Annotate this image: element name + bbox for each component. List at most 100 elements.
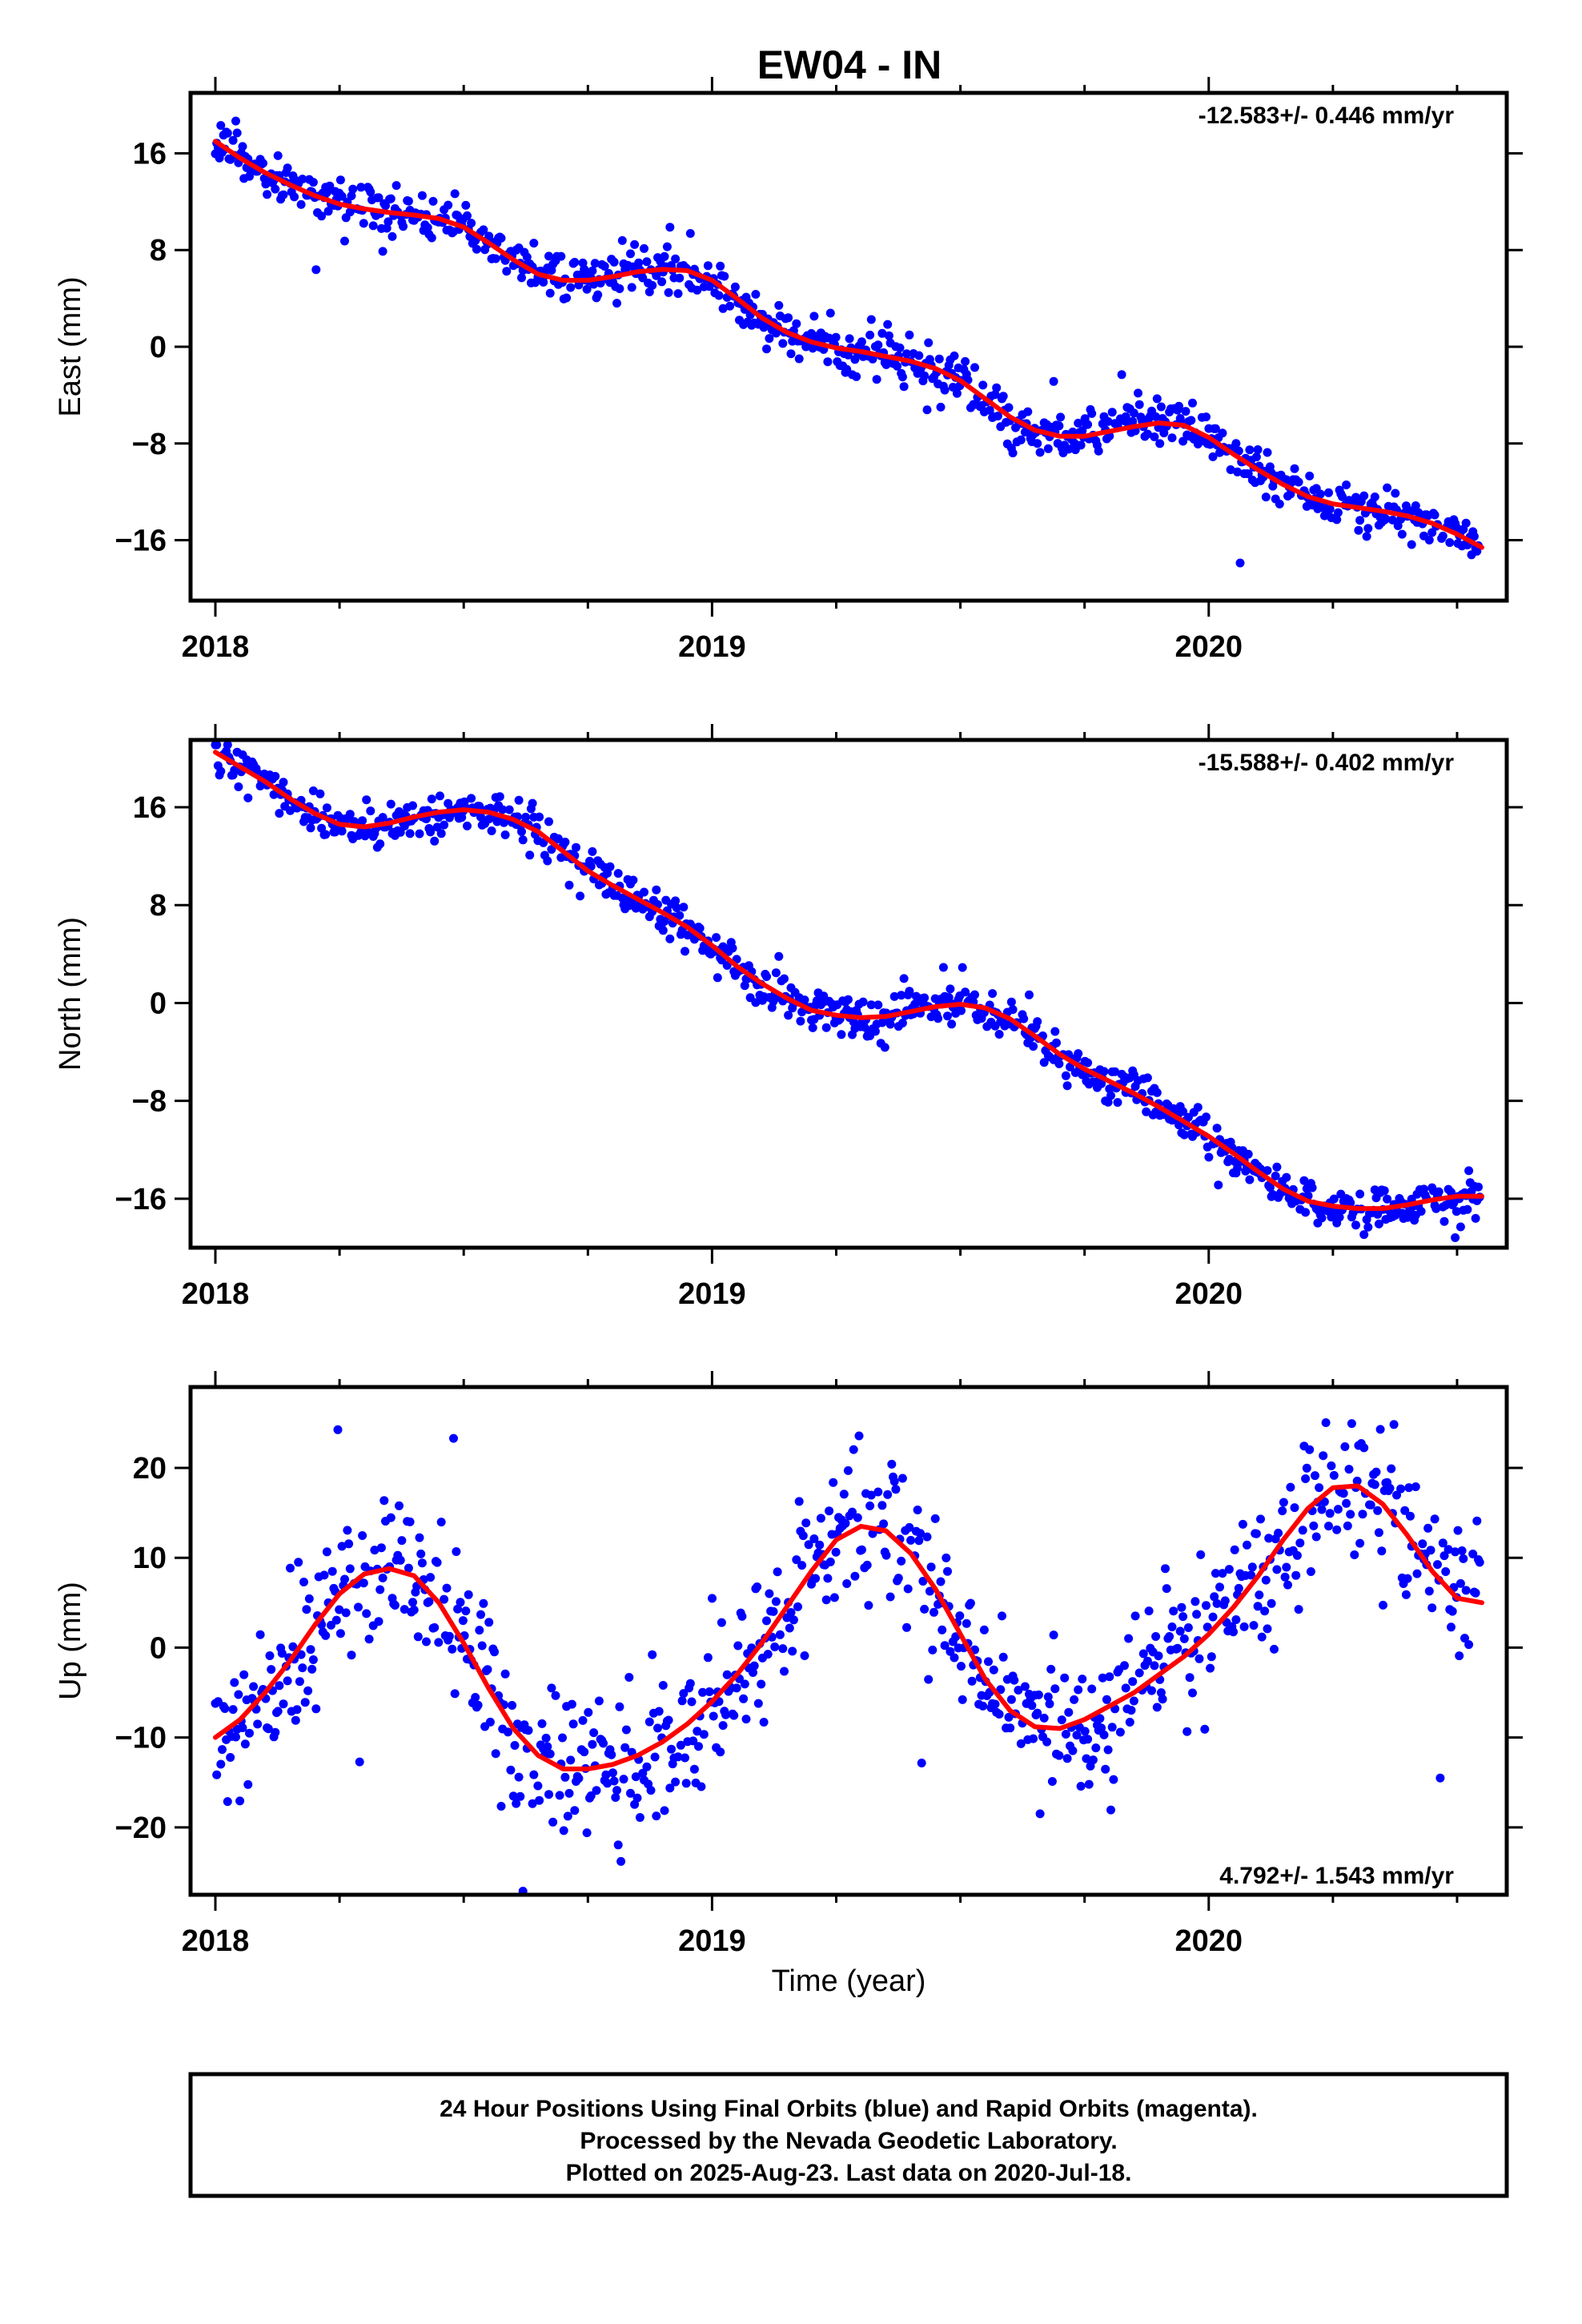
north-data-point [873,1000,883,1010]
north-data-point [877,1018,887,1027]
north-data-point [1212,1124,1222,1133]
east-data-point [630,239,640,249]
up-data-point [1202,1601,1211,1610]
up-data-point [998,1652,1008,1662]
up-data-point [1027,1701,1037,1711]
north-data-point [1062,1081,1072,1091]
north-data-point [440,820,449,830]
east-data-point [517,273,526,283]
up-data-point [823,1574,833,1583]
east-data-point [784,313,793,323]
up-data-point [390,1601,400,1610]
north-data-point [1106,1091,1115,1100]
north-data-point [1054,1059,1064,1068]
east-data-point [223,128,232,138]
up-data-point [461,1606,471,1616]
up-data-point [496,1802,506,1811]
up-y-tick-label: −20 [115,1811,167,1845]
east-y-tick-label: 8 [150,234,167,267]
up-data-point [395,1501,404,1510]
up-data-point [1292,1550,1302,1560]
up-data-point [570,1806,580,1815]
up-data-point [1257,1632,1267,1642]
north-data-point [1317,1213,1327,1223]
chart-title: EW04 - IN [757,42,942,87]
up-data-point [473,1700,483,1710]
north-data-point [544,817,553,826]
north-data-point [671,896,681,906]
up-data-point [397,1536,407,1546]
up-data-point [1150,1661,1159,1671]
up-data-point [500,1669,510,1679]
up-data-point [615,1702,624,1711]
up-data-point [1062,1754,1072,1763]
up-data-point [705,1687,714,1696]
east-data-point [823,357,833,367]
east-data-point [580,264,589,274]
up-data-point [1475,1558,1484,1567]
north-data-point [843,995,853,1004]
north-y-tick-label: 0 [150,987,167,1020]
east-data-point [1427,528,1437,537]
up-data-point [1074,1685,1083,1695]
up-data-point [1183,1623,1193,1632]
east-data-point [1186,416,1196,425]
north-data-point [1272,1162,1282,1172]
up-data-point [722,1670,732,1679]
up-data-point [1282,1562,1291,1572]
east-data-point [730,282,740,292]
north-data-point [321,830,331,839]
east-data-point [612,299,621,308]
up-data-point [1076,1782,1086,1791]
up-data-point [1472,1516,1482,1526]
north-data-point [1179,1130,1189,1140]
up-data-point [697,1782,706,1791]
up-data-point [1430,1514,1439,1524]
east-data-point [1008,448,1018,458]
east-data-point [263,190,272,199]
up-data-point [475,1626,484,1635]
east-data-point [899,382,909,392]
up-data-point [794,1497,804,1506]
up-data-point [341,1608,351,1618]
up-data-point [292,1705,302,1715]
up-data-point [897,1474,907,1483]
up-data-point [580,1747,589,1757]
up-data-point [327,1566,337,1576]
up-data-point [1315,1483,1324,1493]
up-data-point [1152,1703,1162,1712]
east-data-point [831,332,841,342]
up-y-tick-label: 0 [150,1631,167,1665]
east-data-point [1049,376,1058,386]
east-data-point [1355,516,1365,525]
up-data-point [1377,1546,1387,1556]
up-data-point [471,1693,480,1702]
up-data-point [220,1704,230,1713]
up-data-point [1124,1634,1134,1643]
east-data-point [522,252,532,262]
up-data-point [1120,1661,1129,1671]
east-data-point [1342,480,1351,489]
up-data-point [1230,1545,1239,1554]
up-data-point [223,1797,232,1807]
east-data-point [387,231,397,241]
up-data-point [548,1817,558,1827]
east-data-point [843,350,853,360]
north-data-point [1152,1088,1162,1097]
up-data-point [249,1682,259,1691]
north-data-point [543,856,552,866]
up-data-point [375,1585,385,1594]
east-data-point [865,330,875,340]
up-data-point [1385,1483,1395,1493]
east-data-point [335,175,345,185]
up-data-point [1290,1503,1299,1513]
up-data-point [1346,1510,1355,1519]
up-data-point [1311,1471,1319,1481]
up-data-point [694,1742,703,1751]
up-data-point [843,1466,853,1475]
up-data-point [770,1642,780,1651]
north-data-point [405,829,415,838]
east-data-point [1354,525,1363,535]
up-data-point [1424,1586,1434,1596]
north-data-point [784,1011,793,1020]
